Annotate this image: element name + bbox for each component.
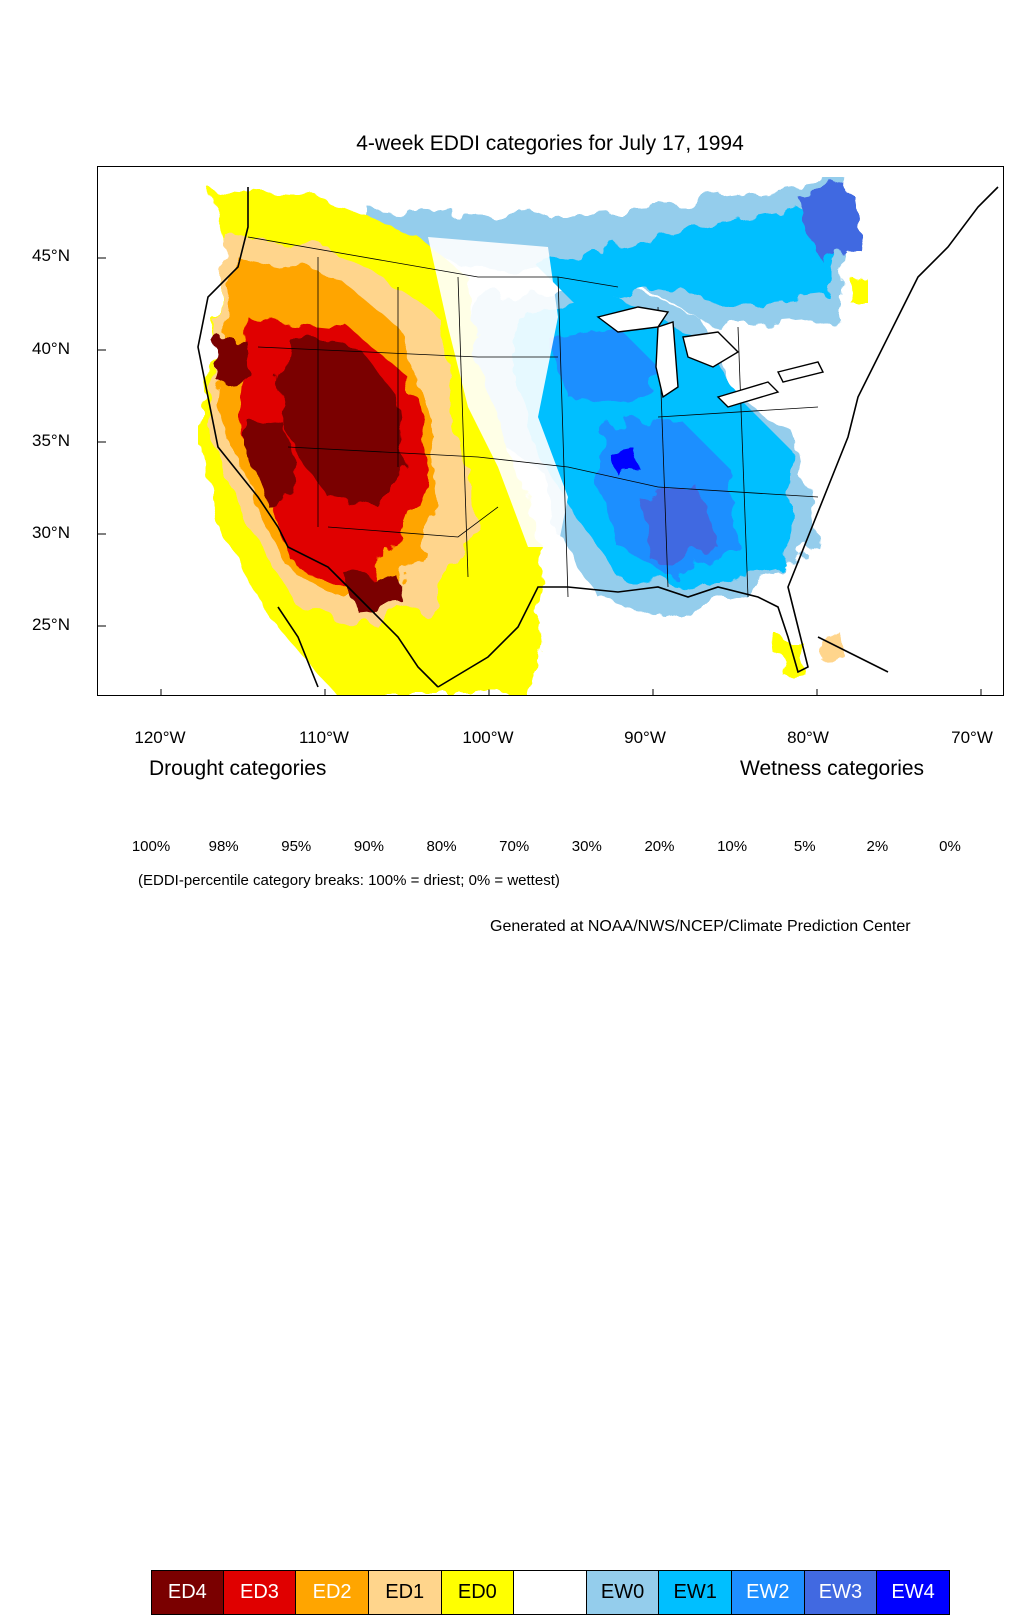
legend-box-ed4: ED4 xyxy=(151,1570,224,1615)
lat-label-30: 30°N xyxy=(32,523,70,542)
legend-box-ew3: EW3 xyxy=(804,1570,878,1615)
lon-label-110: 110°W xyxy=(299,728,349,747)
percent-break-label: 100% xyxy=(131,838,171,855)
wetness-heading: Wetness categories xyxy=(740,757,925,780)
percent-break-label: 98% xyxy=(208,838,239,855)
lon-label-100: 100°W xyxy=(462,728,514,747)
percent-break-label: 5% xyxy=(793,838,816,855)
legend-box-ew0: EW0 xyxy=(586,1570,660,1615)
category-breaks-note: (EDDI-percentile category breaks: 100% =… xyxy=(138,872,560,889)
lon-label-80: 80°W xyxy=(787,728,829,747)
percent-break-label: 90% xyxy=(353,838,384,855)
map-graphic xyxy=(98,177,999,695)
map-title: 4-week EDDI categories for July 17, 1994 xyxy=(356,132,744,155)
percent-break-label: 0% xyxy=(939,838,961,855)
legend-box-normal xyxy=(514,1570,587,1615)
legend-box-ed0: ED0 xyxy=(441,1570,515,1615)
percent-break-label: 80% xyxy=(426,838,457,855)
great-lakes xyxy=(596,306,825,408)
percent-break-label: 70% xyxy=(499,838,530,855)
percent-break-label: 10% xyxy=(717,838,748,855)
legend-box-ed2: ED2 xyxy=(296,1570,369,1615)
lon-label-90: 90°W xyxy=(624,728,666,747)
legend-box-ew4: EW4 xyxy=(877,1570,950,1615)
lat-label-40: 40°N xyxy=(32,339,70,358)
state-borders xyxy=(247,236,819,598)
map-panel xyxy=(97,166,1004,696)
drought-heading: Drought categories xyxy=(149,757,327,780)
percent-break-label: 30% xyxy=(571,838,602,855)
percent-break-label: 2% xyxy=(866,838,889,855)
percent-break-label: 95% xyxy=(281,838,312,855)
legend-box-ew2: EW2 xyxy=(732,1570,805,1615)
lat-label-25: 25°N xyxy=(32,615,70,634)
lon-label-70: 70°W xyxy=(951,728,993,747)
lat-label-35: 35°N xyxy=(32,431,70,450)
near-normal-region xyxy=(428,237,568,547)
legend-box-ed3: ED3 xyxy=(223,1570,297,1615)
lat-label-45: 45°N xyxy=(32,246,70,265)
legend-box-ed1: ED1 xyxy=(368,1570,442,1615)
coastlines xyxy=(197,186,999,688)
percent-break-label: 20% xyxy=(644,838,675,855)
legend-colorbar: ED4 ED3 ED2 ED1 ED0 EW0 EW1 EW2 EW3 EW4 xyxy=(151,785,950,1615)
lon-label-120: 120°W xyxy=(134,728,186,747)
credit-line: Generated at NOAA/NWS/NCEP/Climate Predi… xyxy=(490,918,911,935)
axis-ticks xyxy=(98,257,982,695)
legend-box-ew1: EW1 xyxy=(659,1570,732,1615)
